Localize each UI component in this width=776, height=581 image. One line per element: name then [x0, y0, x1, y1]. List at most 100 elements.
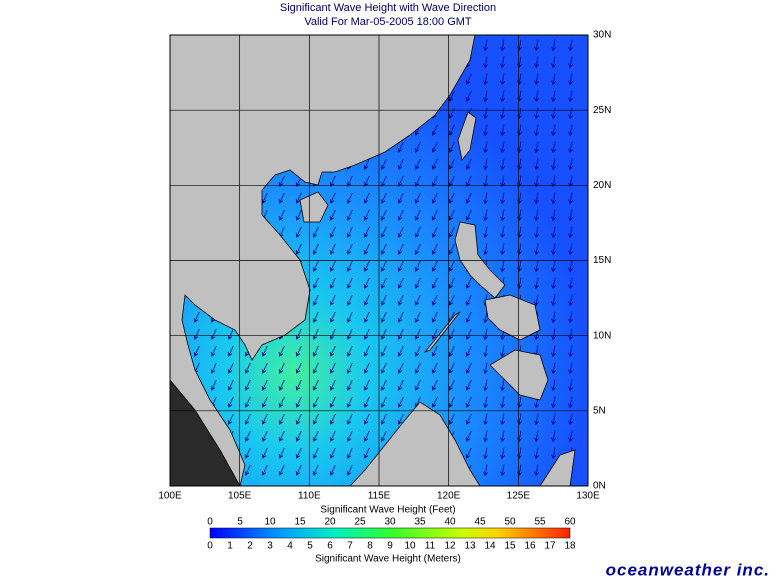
- wave-arrow: [414, 328, 421, 340]
- wave-arrow: [346, 243, 353, 255]
- wave-arrow: [380, 328, 387, 340]
- wave-arrow: [448, 413, 455, 425]
- lon-label: 130E: [576, 491, 600, 502]
- wave-arrow: [295, 362, 302, 374]
- wave-arrow: [568, 345, 573, 358]
- wave-arrow: [346, 311, 353, 323]
- wave-arrow: [329, 277, 336, 289]
- wave-arrow: [500, 243, 505, 256]
- wave-arrow: [312, 277, 319, 289]
- wave-arrow: [210, 345, 217, 357]
- wave-arrow: [312, 464, 319, 476]
- wave-arrow: [346, 226, 353, 238]
- wave-arrow: [534, 158, 539, 171]
- wave-arrow: [261, 362, 268, 374]
- wave-arrow: [278, 175, 285, 187]
- wave-arrow: [448, 294, 455, 306]
- colorbar-tick-label: 7: [347, 541, 353, 552]
- wave-arrow: [227, 379, 234, 391]
- wave-arrow: [500, 56, 505, 69]
- wave-arrow: [261, 345, 268, 357]
- wave-arrow: [500, 260, 505, 273]
- wave-arrow: [551, 413, 556, 426]
- wave-arrow: [397, 413, 404, 425]
- colorbar-tick-label: 4: [287, 541, 293, 552]
- wave-arrow: [346, 260, 353, 272]
- wave-arrow: [380, 209, 387, 221]
- wave-arrow: [312, 328, 319, 340]
- wave-arrow: [329, 226, 336, 238]
- wave-arrow: [534, 209, 539, 222]
- colorbar-tick-label: 18: [564, 541, 576, 552]
- colorbar-tick-label: 60: [564, 517, 576, 528]
- colorbar-tick-label: 15: [504, 541, 516, 552]
- wave-arrow: [363, 379, 370, 391]
- wave-arrow: [380, 226, 387, 238]
- mindanao: [489, 349, 549, 401]
- wave-arrow: [312, 226, 319, 238]
- wave-arrow: [483, 158, 488, 171]
- wave-arrow: [500, 192, 505, 205]
- wave-arrow: [551, 226, 556, 239]
- wave-arrow: [278, 447, 285, 459]
- wave-arrow: [500, 90, 505, 103]
- wave-arrow: [568, 209, 573, 222]
- wave-arrow: [483, 379, 488, 392]
- colorbar-tick-label: 6: [327, 541, 333, 552]
- wave-arrow: [295, 243, 302, 255]
- wave-arrow: [534, 107, 539, 120]
- wave-arrow: [448, 175, 455, 187]
- wave-arrow: [397, 175, 404, 187]
- wave-arrow: [329, 413, 336, 425]
- wave-arrow: [295, 430, 302, 442]
- wave-arrow: [448, 362, 455, 374]
- colorbar-tick-label: 3: [267, 541, 273, 552]
- wave-arrow: [568, 56, 573, 69]
- wave-arrow: [568, 73, 573, 86]
- wave-arrow: [431, 362, 438, 374]
- wave-arrow: [551, 90, 556, 103]
- wave-arrow: [431, 175, 438, 187]
- wave-arrow: [193, 328, 200, 340]
- wave-arrow: [346, 192, 353, 204]
- wave-arrow: [551, 328, 556, 341]
- wave-arrow: [551, 447, 556, 460]
- wave-arrow: [363, 175, 370, 187]
- wave-arrow: [397, 243, 404, 255]
- taiwan: [457, 111, 477, 161]
- map-frame: [169, 34, 589, 487]
- wave-arrow: [465, 311, 472, 323]
- wave-arrow: [465, 379, 472, 391]
- wave-arrow: [329, 243, 336, 255]
- colorbar-tick-label: 8: [367, 541, 373, 552]
- wave-arrow: [363, 294, 370, 306]
- wave-arrow: [465, 396, 472, 408]
- wave-arrow: [448, 328, 455, 340]
- colorbar-tick-label: 1: [227, 541, 233, 552]
- wave-arrow: [551, 294, 556, 307]
- wave-arrow: [414, 141, 421, 153]
- lat-label: 10N: [593, 330, 611, 341]
- wave-arrow: [448, 260, 455, 272]
- wave-arrow: [500, 141, 505, 154]
- wave-arrow: [465, 328, 472, 340]
- wave-arrow: [380, 345, 387, 357]
- colorbar-tick-label: 9: [387, 541, 393, 552]
- wave-arrow: [227, 345, 234, 357]
- wave-arrow: [448, 379, 455, 391]
- wave-arrow: [568, 192, 573, 205]
- wave-arrow: [483, 141, 488, 154]
- wave-arrow: [312, 243, 319, 255]
- lat-label: 0N: [593, 481, 606, 492]
- wave-arrow: [397, 226, 404, 238]
- wave-arrow: [431, 277, 438, 289]
- wave-arrow: [414, 192, 421, 204]
- wave-arrow: [500, 396, 505, 409]
- colorbar-tick-label: 55: [534, 517, 546, 528]
- wave-arrow: [295, 464, 302, 476]
- wave-arrow: [346, 328, 353, 340]
- wave-arrow: [500, 158, 505, 171]
- wave-arrow: [244, 396, 251, 408]
- wave-arrow: [346, 413, 353, 425]
